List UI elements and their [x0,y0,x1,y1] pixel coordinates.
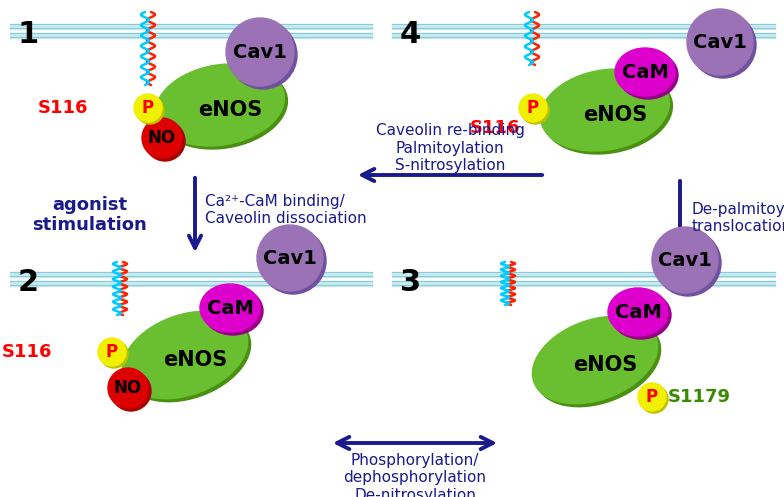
Text: 1: 1 [18,20,39,49]
Bar [392,33,775,38]
Ellipse shape [608,288,668,336]
Text: CaM: CaM [615,303,662,322]
Circle shape [100,340,128,368]
Text: Cav1: Cav1 [658,250,712,269]
Circle shape [111,371,151,411]
Text: S116: S116 [2,343,52,361]
Bar [10,24,372,29]
Text: Cav1: Cav1 [263,248,317,267]
Circle shape [260,228,326,294]
Text: S116: S116 [470,119,521,137]
Circle shape [640,385,668,413]
Text: De-palmitoylation/
translocation: De-palmitoylation/ translocation [692,202,784,234]
Circle shape [521,96,549,124]
Text: S116: S116 [38,99,88,117]
Text: CaM: CaM [622,63,669,82]
Ellipse shape [200,284,260,332]
Ellipse shape [125,314,251,402]
Text: eNOS: eNOS [198,100,262,120]
Circle shape [142,118,182,158]
Circle shape [98,338,126,366]
Text: agonist
stimulation: agonist stimulation [33,196,147,235]
Text: P: P [646,388,658,406]
Text: Ca²⁺-CaM binding/
Caveolin dissociation: Ca²⁺-CaM binding/ Caveolin dissociation [205,194,367,226]
Ellipse shape [615,48,675,96]
Bar [10,33,372,38]
Text: Phosphorylation/
dephosphorylation
De-nitrosylation: Phosphorylation/ dephosphorylation De-ni… [343,453,487,497]
Bar [392,281,775,286]
Bar [392,24,775,29]
Text: P: P [106,343,118,361]
Text: S1179: S1179 [668,388,731,406]
Bar [10,281,372,286]
Text: Caveolin re-binding
Palmitoylation
S-nitrosylation: Caveolin re-binding Palmitoylation S-nit… [376,123,524,173]
Circle shape [136,96,164,124]
Text: Cav1: Cav1 [693,32,747,52]
Ellipse shape [535,320,661,407]
Circle shape [108,368,148,408]
Text: P: P [527,99,539,117]
Ellipse shape [611,291,671,339]
Circle shape [226,18,294,86]
Ellipse shape [543,72,673,154]
Circle shape [134,94,162,122]
Circle shape [687,9,753,75]
Text: NO: NO [114,379,142,397]
Text: CaM: CaM [206,299,253,318]
Text: eNOS: eNOS [573,355,637,375]
Ellipse shape [155,64,285,146]
Ellipse shape [541,69,670,151]
Circle shape [655,230,721,296]
Circle shape [519,94,547,122]
Circle shape [638,383,666,411]
Circle shape [229,21,297,89]
Bar [10,272,372,277]
Ellipse shape [122,311,248,399]
Text: 2: 2 [18,268,39,297]
Circle shape [145,121,185,161]
Ellipse shape [532,316,658,404]
Ellipse shape [158,67,288,149]
Circle shape [652,227,718,293]
Text: P: P [142,99,154,117]
Circle shape [257,225,323,291]
Text: 4: 4 [400,20,421,49]
Ellipse shape [618,51,678,99]
Text: Cav1: Cav1 [233,43,287,62]
Circle shape [690,12,756,78]
Text: 3: 3 [400,268,421,297]
Bar [392,272,775,277]
Text: eNOS: eNOS [163,350,227,370]
Ellipse shape [203,287,263,335]
Text: NO: NO [148,129,176,147]
Text: eNOS: eNOS [583,105,647,125]
